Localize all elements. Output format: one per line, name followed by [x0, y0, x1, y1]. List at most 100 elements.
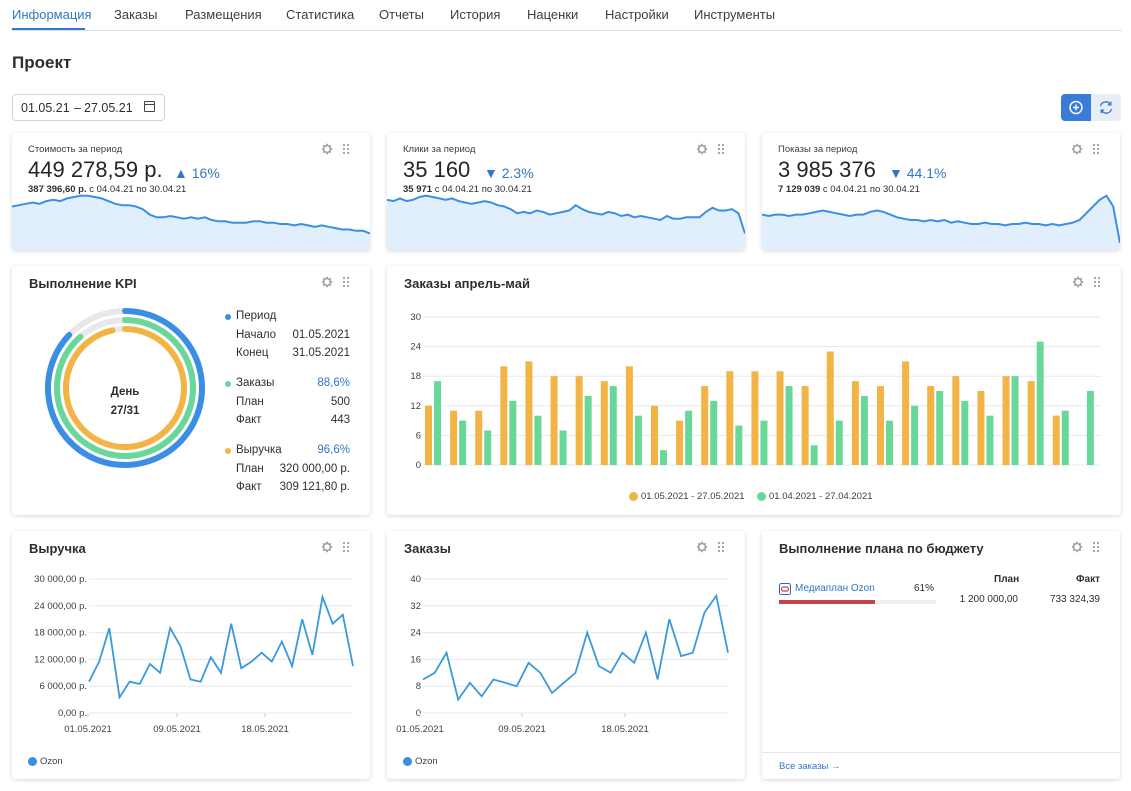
bar — [851, 381, 859, 465]
y-tick-label: 12 — [410, 401, 421, 412]
drag-dot — [721, 541, 725, 545]
y-tick-label: 40 — [410, 574, 421, 585]
refresh-button[interactable] — [1091, 94, 1121, 121]
gear-icon[interactable] — [321, 142, 352, 156]
revenue-line-card: Выручка 0,00 р. 6 000,00 р. 12 000,00 р. 18… — [12, 531, 370, 779]
gear-icon[interactable] — [321, 540, 352, 554]
gear-icon[interactable] — [696, 541, 708, 553]
legend-previous-label: 01.04.2021 - 27.04.2021 — [769, 491, 873, 502]
gear-icon[interactable] — [321, 541, 333, 553]
stat-card-impressions: Показы за период 3 985 376 ▼ 44.1% 7 129… — [762, 133, 1120, 250]
x-tick-label: 09.05.2021 — [153, 724, 201, 735]
drag-dot — [346, 545, 350, 549]
gear-icon[interactable] — [1071, 142, 1102, 156]
drag-handle-icon[interactable] — [1092, 143, 1100, 155]
day-value: 27/31 — [110, 405, 140, 417]
card-controls — [321, 540, 352, 554]
revenue-label: Выручка — [236, 444, 282, 456]
bar — [701, 386, 709, 465]
tab-history[interactable]: История — [450, 7, 501, 22]
stat-delta: ▼ 44.1% — [889, 165, 947, 181]
gear-icon[interactable] — [321, 275, 352, 289]
y-tick-label: 18 — [410, 371, 421, 382]
gear-icon[interactable] — [696, 540, 727, 554]
bar — [550, 376, 558, 465]
all-orders-link[interactable]: Все заказы → — [779, 761, 841, 772]
y-tick-label: 0 — [416, 708, 421, 719]
gear-icon[interactable] — [1072, 276, 1084, 288]
gear-body — [697, 144, 707, 154]
sparkline-chart — [387, 194, 745, 250]
tab-statistics[interactable]: Статистика — [286, 7, 355, 22]
tab-tools[interactable]: Инструменты — [694, 7, 776, 22]
drag-handle-icon[interactable] — [717, 541, 725, 553]
date-range-input[interactable]: 01.05.21 – 27.05.21 — [12, 94, 165, 121]
drag-dot — [717, 545, 721, 549]
drag-handle-icon[interactable] — [1093, 276, 1101, 288]
drag-handle-icon[interactable] — [717, 143, 725, 155]
y-tick-label: 12 000,00 р. — [34, 654, 87, 665]
revenue-fact-value: 309 121,80 р. — [279, 481, 350, 493]
bar — [1027, 381, 1035, 465]
drag-handle-icon[interactable] — [342, 541, 350, 553]
gear-icon[interactable] — [321, 276, 333, 288]
drag-dot — [1092, 151, 1096, 155]
gear-icon[interactable] — [696, 143, 708, 155]
x-tick-label: 09.05.2021 — [498, 724, 546, 735]
revenue-line-chart: 0,00 р. 6 000,00 р. 12 000,00 р. 18 000,00 … — [34, 574, 354, 735]
budget-progress-fill — [779, 600, 875, 604]
budget-progress-track — [779, 600, 936, 604]
tab-orders[interactable]: Заказы — [114, 7, 158, 22]
drag-dot — [717, 151, 721, 155]
stat-card-clicks: Клики за период 35 160 ▼ 2.3% 35 971 с 0… — [387, 133, 745, 250]
drag-dot — [721, 147, 725, 151]
budget-fact-header: Факт — [1076, 574, 1100, 585]
drag-handle-icon[interactable] — [1092, 541, 1100, 553]
bar — [475, 410, 483, 465]
tab-settings[interactable]: Настройки — [605, 7, 669, 22]
bar — [760, 420, 768, 465]
tab-markups[interactable]: Наценки — [527, 7, 579, 22]
legend-dot-current — [629, 492, 638, 501]
card-title: Выполнение KPI — [29, 276, 137, 291]
mediaplan-link[interactable]: Медиаплан Ozon — [795, 583, 875, 594]
tab-reports[interactable]: Отчеты — [379, 7, 424, 22]
stat-previous: 7 129 039 с 04.04.21 по 30.04.21 — [778, 184, 920, 195]
drag-dot — [346, 276, 350, 280]
ozon-logo-icon — [779, 583, 791, 595]
bar — [450, 410, 458, 465]
bar — [1011, 376, 1019, 465]
orders-label: Заказы — [236, 377, 275, 389]
x-tick-label: 01.05.2021 — [64, 724, 112, 735]
drag-dot — [1096, 151, 1100, 155]
sparkline-line — [387, 194, 745, 234]
bar — [927, 386, 935, 465]
period-start-label: Начало — [236, 329, 277, 341]
bar — [525, 361, 533, 465]
y-tick-label: 30 — [410, 312, 421, 323]
y-tick-label: 24 — [410, 628, 421, 639]
bar — [801, 386, 809, 465]
drag-dot — [721, 151, 725, 155]
legend-ozon-label: Ozon — [40, 756, 63, 767]
add-widget-button[interactable] — [1061, 94, 1091, 121]
orders-line-card: Заказы 0 8 16 24 32 40 01.05.2021 09.05.2021 18.… — [387, 531, 745, 779]
drag-dot — [342, 545, 346, 549]
calendar-icon[interactable] — [144, 101, 155, 112]
drag-handle-icon[interactable] — [342, 276, 350, 288]
card-divider — [762, 752, 1120, 753]
gear-icon[interactable] — [1071, 541, 1083, 553]
stat-previous: 35 971 с 04.04.21 по 30.04.21 — [403, 184, 532, 195]
gear-icon[interactable] — [321, 143, 333, 155]
y-tick-label: 18 000,00 р. — [34, 628, 87, 639]
tab-info[interactable]: Информация — [12, 7, 92, 22]
x-tick-label: 18.05.2021 — [601, 724, 649, 735]
card-controls — [1071, 142, 1102, 156]
drag-handle-icon[interactable] — [342, 143, 350, 155]
gear-icon[interactable] — [1072, 275, 1103, 289]
sparkline-line — [762, 194, 1120, 244]
gear-icon[interactable] — [696, 142, 727, 156]
gear-icon[interactable] — [1071, 143, 1083, 155]
tab-placements[interactable]: Размещения — [185, 7, 262, 22]
gear-icon[interactable] — [1071, 540, 1102, 554]
